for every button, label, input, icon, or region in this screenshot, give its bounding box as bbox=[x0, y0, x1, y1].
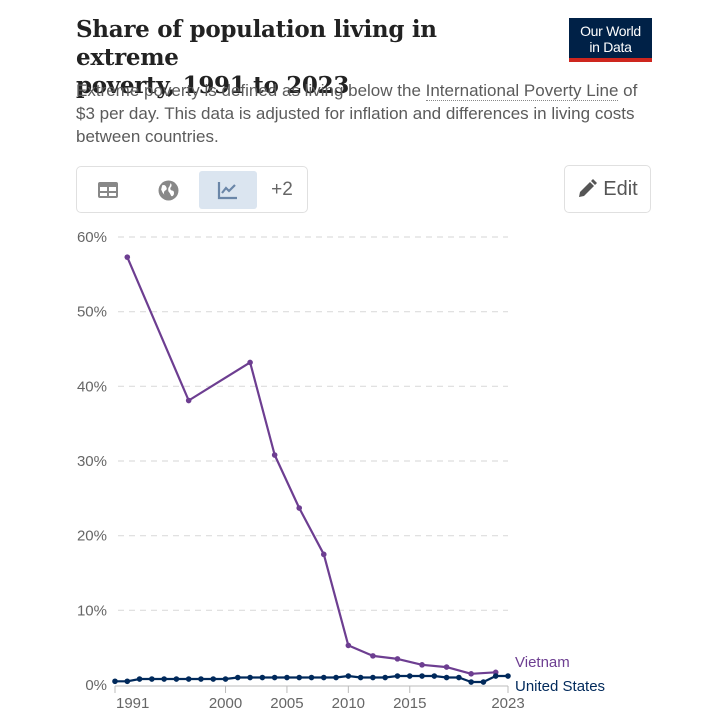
data-point bbox=[505, 673, 511, 679]
data-point bbox=[394, 656, 401, 662]
series-label-vietnam: Vietnam bbox=[515, 654, 570, 671]
chart-title-line2: poverty, 1991 to 2023 bbox=[76, 72, 350, 99]
chart-title-line1: Share of population living in extreme bbox=[76, 16, 437, 71]
x-tick-label: 2015 bbox=[393, 695, 426, 712]
series-labels: Vietnam United States bbox=[515, 654, 605, 695]
data-point bbox=[370, 674, 376, 681]
data-point bbox=[112, 678, 118, 685]
x-axis: 1991 2000 2005 2010 2015 2023 bbox=[114, 685, 525, 712]
y-tick-label: 30% bbox=[77, 453, 107, 470]
data-point bbox=[247, 674, 253, 681]
y-tick-label: 60% bbox=[77, 229, 107, 246]
data-point bbox=[345, 642, 352, 649]
series-label-united-states: United States bbox=[515, 678, 605, 695]
data-point bbox=[296, 674, 303, 681]
data-point bbox=[296, 505, 303, 511]
y-tick-label: 50% bbox=[77, 304, 107, 321]
chart-title: Share of population living in extreme po… bbox=[76, 16, 546, 100]
data-point bbox=[284, 674, 290, 681]
data-point bbox=[456, 674, 462, 681]
table-tab[interactable] bbox=[79, 171, 137, 209]
data-point bbox=[468, 679, 474, 685]
data-point bbox=[185, 397, 192, 404]
data-point bbox=[259, 674, 266, 681]
y-tick-label: 10% bbox=[77, 602, 107, 619]
data-point bbox=[124, 678, 131, 685]
y-tick-label: 40% bbox=[77, 378, 107, 395]
data-point bbox=[333, 674, 339, 681]
data-point bbox=[394, 673, 401, 679]
subtitle-text-pre: Extreme poverty is defined as living bel… bbox=[76, 81, 426, 100]
data-point bbox=[406, 673, 413, 679]
logo-line1: Our World bbox=[580, 23, 641, 39]
data-point bbox=[271, 452, 278, 458]
pencil-icon bbox=[579, 179, 598, 197]
edit-label: Edit bbox=[603, 177, 638, 200]
x-tick-label: 2005 bbox=[270, 695, 303, 712]
logo-line2: in Data bbox=[589, 39, 632, 55]
data-point bbox=[235, 674, 241, 681]
globe-icon bbox=[158, 180, 178, 200]
data-point bbox=[357, 674, 364, 681]
data-point bbox=[271, 674, 278, 681]
data-point bbox=[492, 673, 499, 679]
line-chart-icon bbox=[217, 182, 237, 200]
series-line-vietnam bbox=[126, 256, 496, 675]
gridlines bbox=[118, 236, 508, 611]
data-point bbox=[419, 673, 425, 679]
y-axis: 0% 10% 20% 30% 40% 50% 60% bbox=[77, 229, 107, 694]
x-tick-label: 2010 bbox=[332, 695, 365, 712]
data-point bbox=[124, 254, 131, 260]
data-point bbox=[149, 676, 155, 682]
view-toolbar: +2 bbox=[76, 166, 308, 213]
y-tick-label: 20% bbox=[77, 528, 107, 545]
chart-subtitle: Extreme poverty is defined as living bel… bbox=[76, 79, 656, 148]
data-point bbox=[185, 676, 192, 682]
data-point bbox=[431, 673, 438, 679]
data-point bbox=[198, 676, 204, 682]
x-tick-label: 1991 bbox=[116, 695, 149, 712]
data-point bbox=[382, 674, 388, 681]
x-tick-label: 2000 bbox=[209, 695, 242, 712]
series-layer bbox=[112, 254, 511, 685]
data-point bbox=[443, 674, 450, 681]
poverty-line-link[interactable]: International Poverty Line bbox=[425, 81, 619, 101]
data-point bbox=[161, 676, 167, 682]
data-point bbox=[136, 676, 143, 682]
data-point bbox=[370, 653, 376, 659]
chart-tab[interactable] bbox=[199, 171, 257, 209]
x-tick-label: 2023 bbox=[491, 695, 524, 712]
data-point bbox=[480, 679, 487, 685]
data-point bbox=[419, 662, 425, 668]
owid-logo[interactable]: Our World in Data bbox=[569, 18, 652, 62]
map-tab[interactable] bbox=[139, 171, 197, 209]
data-point bbox=[320, 674, 327, 681]
data-point bbox=[173, 676, 180, 682]
data-point bbox=[210, 676, 217, 682]
data-point bbox=[247, 359, 253, 366]
data-point bbox=[320, 551, 327, 558]
more-views-button[interactable]: +2 bbox=[271, 179, 293, 200]
y-tick-label: 0% bbox=[85, 677, 107, 694]
edit-button[interactable]: Edit bbox=[564, 165, 651, 213]
data-point bbox=[443, 664, 450, 670]
data-point bbox=[222, 676, 229, 682]
subtitle-text-post: of $3 per day. This data is adjusted for… bbox=[76, 81, 638, 146]
data-point bbox=[468, 671, 474, 677]
table-icon bbox=[98, 182, 118, 198]
data-point bbox=[308, 674, 315, 681]
data-point bbox=[345, 673, 352, 679]
